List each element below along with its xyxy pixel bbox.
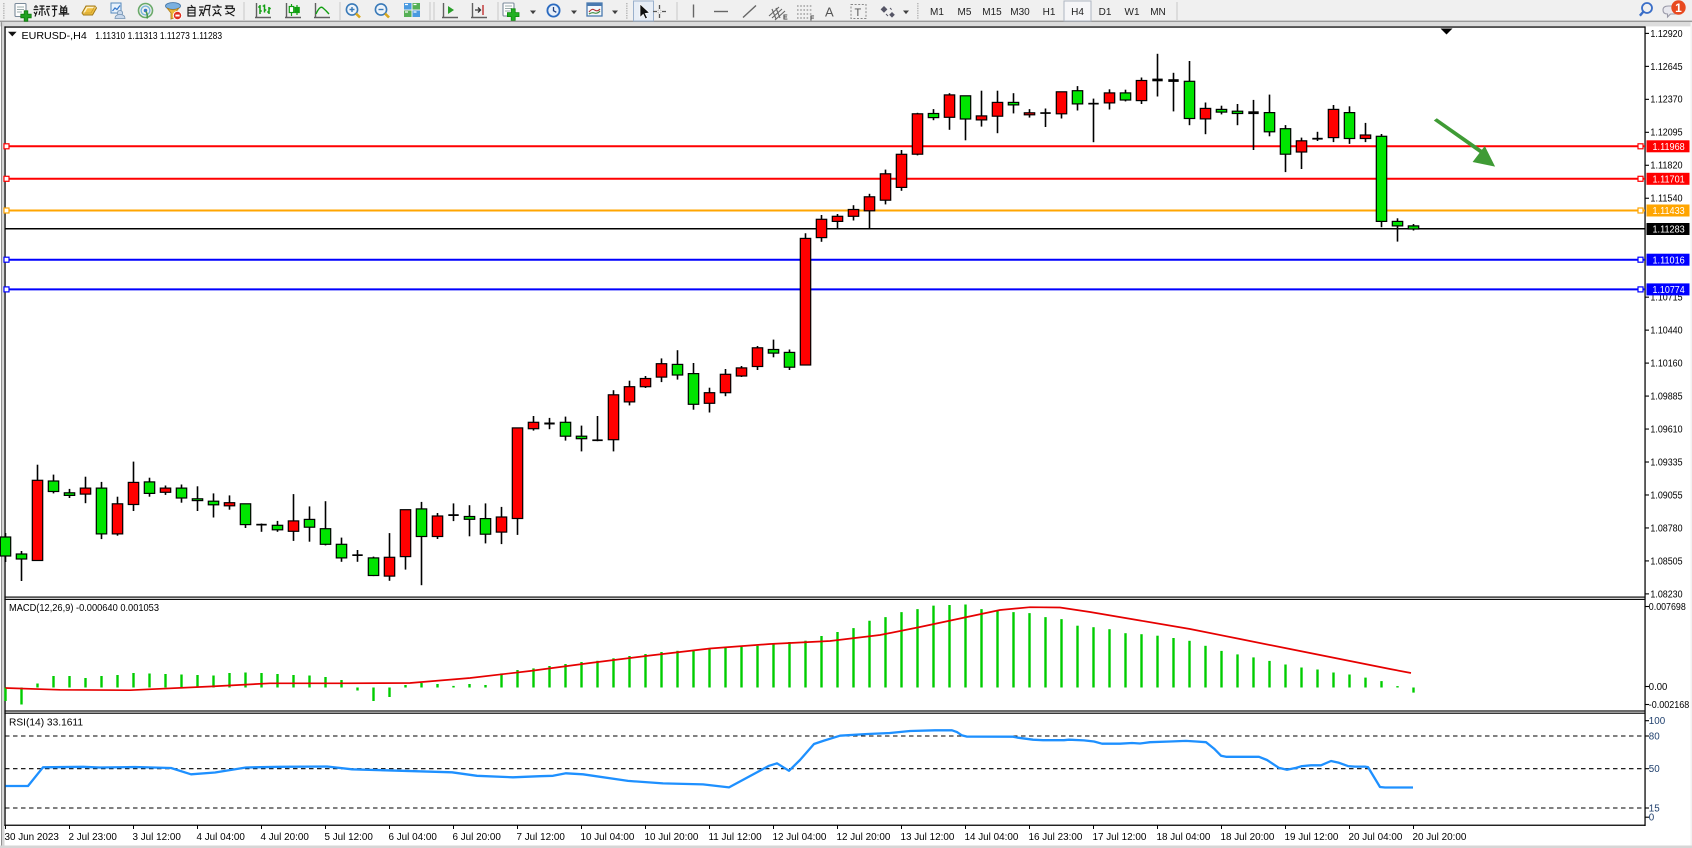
svg-text:F: F (810, 16, 815, 23)
svg-text:15: 15 (1649, 803, 1660, 814)
svg-text:7 Jul 12:00: 7 Jul 12:00 (517, 832, 566, 843)
svg-text:6 Jul 04:00: 6 Jul 04:00 (389, 832, 438, 843)
svg-text:1.10715: 1.10715 (1650, 293, 1683, 304)
svg-text:1.12095: 1.12095 (1650, 128, 1683, 139)
svg-text:1.10774: 1.10774 (1653, 285, 1686, 296)
svg-text:M15: M15 (982, 7, 1002, 18)
svg-text:16 Jul 23:00: 16 Jul 23:00 (1029, 832, 1083, 843)
svg-text:-0.002168: -0.002168 (1649, 700, 1690, 711)
svg-text:3 Jul 12:00: 3 Jul 12:00 (133, 832, 182, 843)
svg-text:H1: H1 (1043, 7, 1056, 18)
svg-text:10 Jul 04:00: 10 Jul 04:00 (581, 832, 635, 843)
svg-text:1.11820: 1.11820 (1650, 161, 1683, 172)
svg-text:4 Jul 20:00: 4 Jul 20:00 (261, 832, 310, 843)
svg-text:1.08505: 1.08505 (1650, 556, 1683, 567)
svg-text:1.10160: 1.10160 (1650, 359, 1683, 370)
svg-text:1.08230: 1.08230 (1650, 589, 1683, 600)
svg-text:14 Jul 04:00: 14 Jul 04:00 (965, 832, 1019, 843)
svg-text:RSI(14) 33.1611: RSI(14) 33.1611 (9, 718, 83, 729)
svg-text:1: 1 (1675, 1, 1682, 15)
svg-text:19 Jul 12:00: 19 Jul 12:00 (1285, 832, 1339, 843)
svg-text:D1: D1 (1099, 7, 1112, 18)
svg-text:M5: M5 (958, 7, 972, 18)
svg-text:1.12645: 1.12645 (1650, 62, 1683, 73)
svg-text:M30: M30 (1010, 7, 1030, 18)
svg-text:H4: H4 (1071, 7, 1084, 18)
svg-text:E: E (783, 15, 788, 22)
svg-text:1.11701: 1.11701 (1653, 174, 1685, 185)
svg-text:1.11540: 1.11540 (1650, 194, 1683, 205)
svg-text:1.11310 1.11313 1.11273 1.1128: 1.11310 1.11313 1.11273 1.11283 (95, 30, 222, 42)
svg-text:1.09055: 1.09055 (1650, 490, 1683, 501)
svg-text:50: 50 (1649, 764, 1660, 775)
svg-text:20 Jul 04:00: 20 Jul 04:00 (1349, 832, 1403, 843)
svg-text:18 Jul 04:00: 18 Jul 04:00 (1157, 832, 1211, 843)
svg-text:1.09885: 1.09885 (1650, 391, 1683, 402)
svg-text:1.11433: 1.11433 (1653, 206, 1686, 217)
svg-text:M1: M1 (930, 7, 944, 18)
svg-text:20 Jul 20:00: 20 Jul 20:00 (1413, 832, 1467, 843)
svg-text:10 Jul 20:00: 10 Jul 20:00 (645, 832, 699, 843)
svg-text:80: 80 (1649, 731, 1660, 742)
svg-text:A: A (825, 5, 834, 20)
svg-text:1.12370: 1.12370 (1650, 95, 1683, 106)
svg-text:13 Jul 12:00: 13 Jul 12:00 (901, 832, 955, 843)
svg-text:0.007698: 0.007698 (1649, 602, 1686, 613)
svg-text:1.11283: 1.11283 (1653, 225, 1686, 236)
svg-text:EURUSD-,H4: EURUSD-,H4 (22, 30, 87, 42)
svg-text:17 Jul 12:00: 17 Jul 12:00 (1093, 832, 1147, 843)
svg-text:100: 100 (1649, 716, 1666, 727)
svg-text:1.11968: 1.11968 (1653, 142, 1686, 153)
svg-text:5 Jul 12:00: 5 Jul 12:00 (325, 832, 374, 843)
svg-text:1.12920: 1.12920 (1650, 29, 1683, 40)
svg-text:18 Jul 20:00: 18 Jul 20:00 (1221, 832, 1275, 843)
svg-text:W1: W1 (1125, 7, 1140, 18)
svg-text:12 Jul 20:00: 12 Jul 20:00 (837, 832, 891, 843)
svg-text:1.09335: 1.09335 (1650, 457, 1683, 468)
svg-text:MN: MN (1150, 7, 1166, 18)
svg-text:1.11016: 1.11016 (1653, 255, 1686, 266)
svg-text:6 Jul 20:00: 6 Jul 20:00 (453, 832, 502, 843)
svg-text:11 Jul 12:00: 11 Jul 12:00 (709, 832, 763, 843)
svg-text:0: 0 (1649, 813, 1655, 824)
svg-text:2 Jul 23:00: 2 Jul 23:00 (69, 832, 118, 843)
svg-text:T: T (855, 7, 862, 19)
svg-text:30 Jun 2023: 30 Jun 2023 (5, 832, 60, 843)
svg-text:1.09610: 1.09610 (1650, 424, 1683, 435)
svg-text:1.10440: 1.10440 (1650, 326, 1683, 337)
svg-text:4 Jul 04:00: 4 Jul 04:00 (197, 832, 246, 843)
svg-text:12 Jul 04:00: 12 Jul 04:00 (773, 832, 827, 843)
svg-text:1.08780: 1.08780 (1650, 523, 1683, 534)
svg-text:0.00: 0.00 (1649, 682, 1668, 693)
svg-text:MACD(12,26,9) -0.000640 0.0010: MACD(12,26,9) -0.000640 0.001053 (9, 603, 159, 614)
